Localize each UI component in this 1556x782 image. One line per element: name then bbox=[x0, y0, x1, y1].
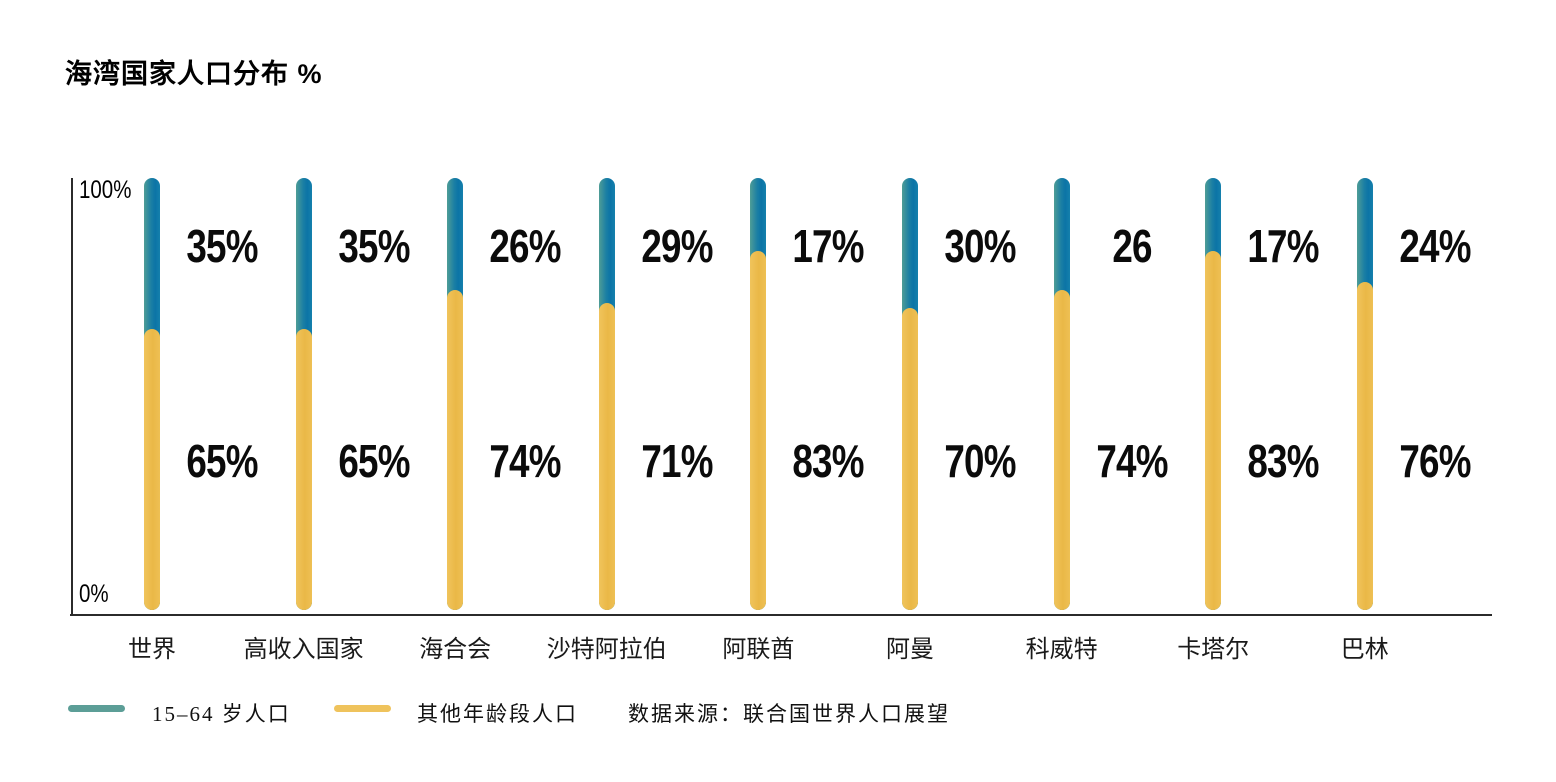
category-label-7: 科威特 bbox=[1025, 636, 1098, 663]
bar-segment-other-ages-3 bbox=[447, 290, 464, 610]
category-label-9: 巴林 bbox=[1340, 636, 1389, 663]
value-label-top-8: 17% bbox=[1247, 220, 1320, 272]
y-axis-tick-0: 0% bbox=[79, 580, 109, 608]
x-axis-line bbox=[70, 614, 1492, 616]
value-label-top-4: 29% bbox=[641, 220, 713, 272]
value-label-bottom-9: 76% bbox=[1399, 435, 1471, 487]
category-label-4: 沙特阿拉伯 bbox=[546, 636, 667, 663]
legend-swatch-15-64 bbox=[68, 705, 125, 712]
legend-swatch-other-ages bbox=[334, 705, 391, 712]
legend-label-other-ages: 其他年龄段人口 bbox=[417, 702, 578, 726]
value-label-top-2: 35% bbox=[337, 220, 410, 272]
value-label-top-7: 26 bbox=[1111, 220, 1152, 272]
bar-segment-other-ages-1 bbox=[144, 329, 160, 610]
category-label-6: 阿曼 bbox=[886, 636, 934, 663]
value-label-top-3: 26% bbox=[489, 220, 562, 272]
value-label-bottom-4: 71% bbox=[641, 435, 713, 487]
value-label-bottom-1: 65% bbox=[186, 435, 258, 487]
bar-segment-other-ages-9 bbox=[1356, 281, 1373, 610]
value-label-bottom-6: 70% bbox=[944, 435, 1016, 487]
value-label-top-5: 17% bbox=[792, 220, 865, 272]
value-label-bottom-5: 83% bbox=[792, 435, 865, 487]
y-axis-tick-100: 100% bbox=[79, 176, 132, 204]
category-label-3: 海合会 bbox=[419, 636, 492, 663]
value-label-bottom-7: 74% bbox=[1095, 435, 1168, 487]
bar-segment-other-ages-7 bbox=[1053, 290, 1070, 610]
bar-segment-other-ages-6 bbox=[902, 307, 918, 610]
chart-title: 海湾国家人口分布 % bbox=[65, 59, 323, 89]
value-label-top-6: 30% bbox=[944, 220, 1016, 272]
bar-segment-other-ages-5 bbox=[750, 251, 767, 610]
category-label-5: 阿联酋 bbox=[722, 636, 795, 663]
category-label-2: 高收入国家 bbox=[243, 636, 364, 663]
value-label-bottom-2: 65% bbox=[337, 435, 410, 487]
bar-segment-other-ages-8 bbox=[1205, 251, 1222, 610]
legend-label-15-64: 15–64 岁人口 bbox=[152, 702, 291, 726]
category-label-8: 卡塔尔 bbox=[1177, 636, 1250, 663]
data-source-note: 数据来源：联合国世界人口展望 bbox=[628, 702, 950, 726]
category-label-1: 世界 bbox=[128, 636, 176, 663]
bar-segment-other-ages-2 bbox=[295, 329, 312, 610]
value-label-top-9: 24% bbox=[1399, 220, 1471, 272]
y-axis-line bbox=[71, 178, 73, 616]
value-label-top-1: 35% bbox=[186, 220, 258, 272]
value-label-bottom-3: 74% bbox=[489, 435, 562, 487]
bar-segment-other-ages-4 bbox=[598, 303, 615, 610]
value-label-bottom-8: 83% bbox=[1247, 435, 1320, 487]
